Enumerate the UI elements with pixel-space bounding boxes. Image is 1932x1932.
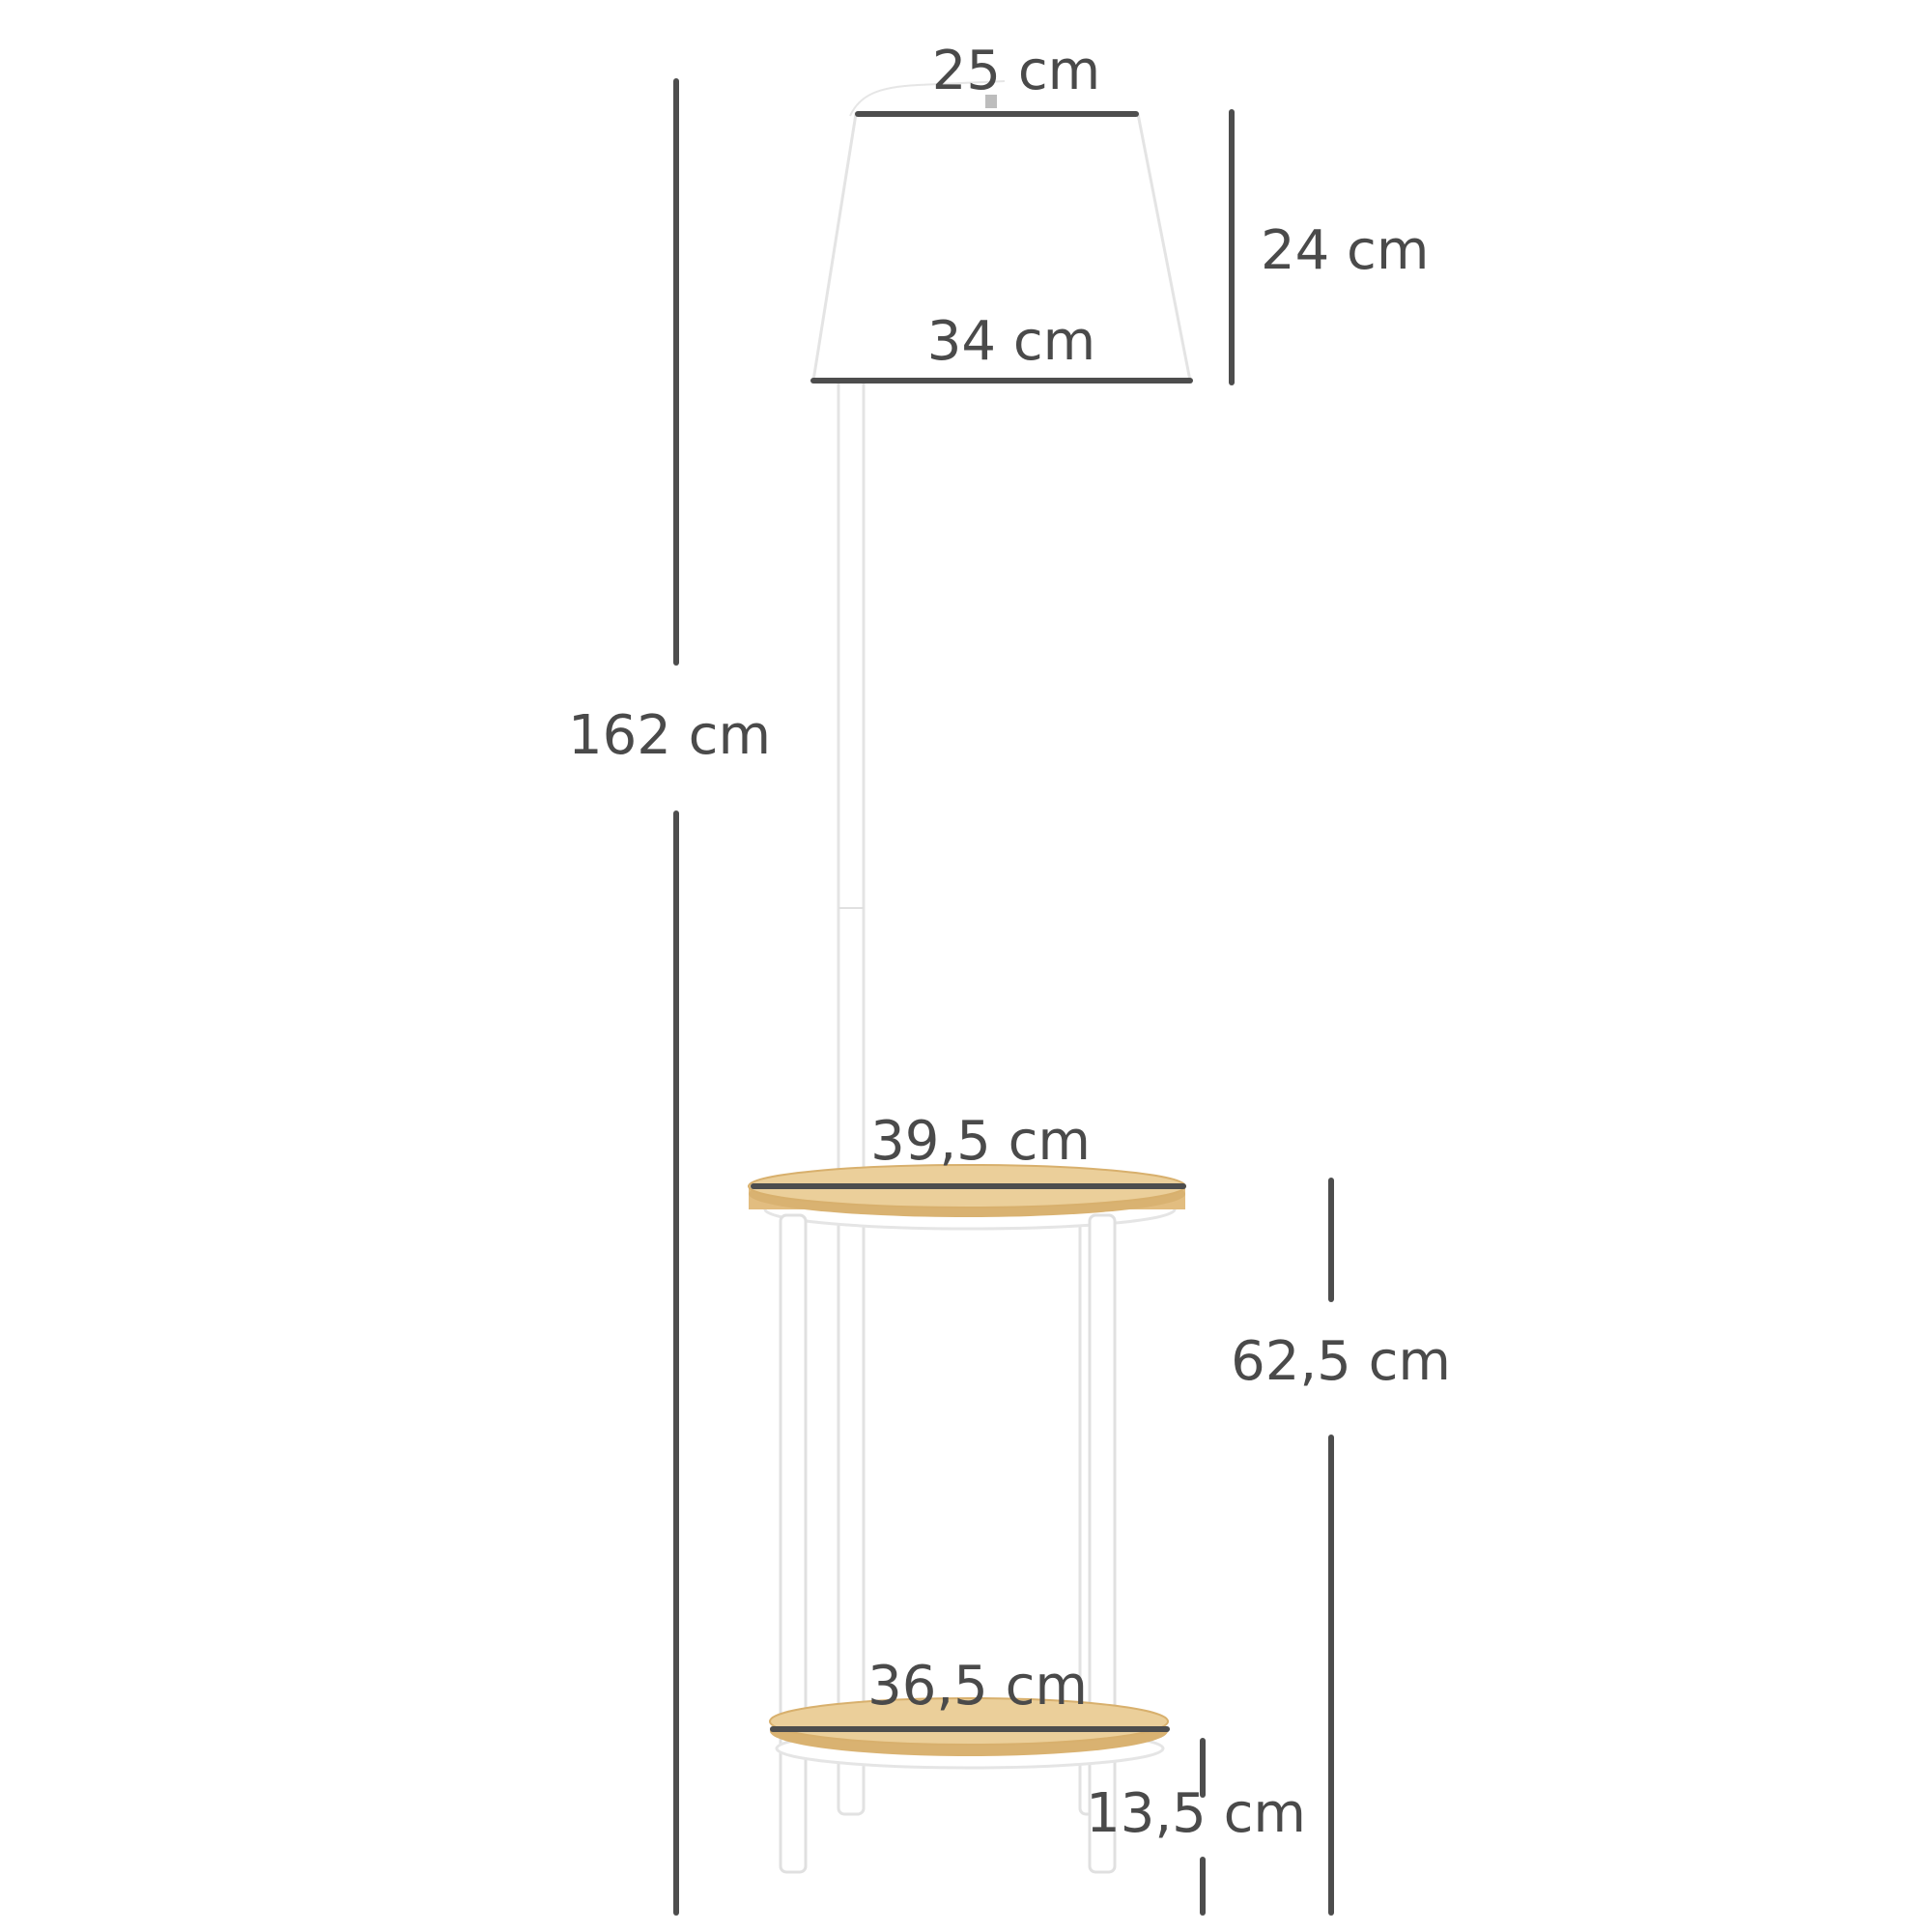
table-height-label: 62,5 cm xyxy=(1231,1330,1451,1393)
dimension-lines xyxy=(673,78,1334,1916)
shade-height-label: 24 cm xyxy=(1261,219,1429,282)
top-shelf-diameter-label: 39,5 cm xyxy=(870,1110,1091,1173)
dimension-labels: 162 cm 25 cm 24 cm 34 cm 39,5 cm 62,5 cm… xyxy=(568,40,1451,1845)
bottom-shelf xyxy=(769,1697,1169,1746)
lamp-pole xyxy=(837,375,866,1180)
shade-bottom-diameter-label: 34 cm xyxy=(927,310,1095,373)
shade-top-diameter-label: 25 cm xyxy=(932,40,1100,102)
shade-socket xyxy=(985,95,997,108)
bottom-shelf-diameter-label: 36,5 cm xyxy=(867,1655,1088,1718)
floor-lamp-illustration xyxy=(748,73,1192,1874)
total-height-label: 162 cm xyxy=(568,704,771,767)
bottom-shelf-height-label: 13,5 cm xyxy=(1086,1782,1306,1845)
front-left-leg xyxy=(779,1213,808,1874)
